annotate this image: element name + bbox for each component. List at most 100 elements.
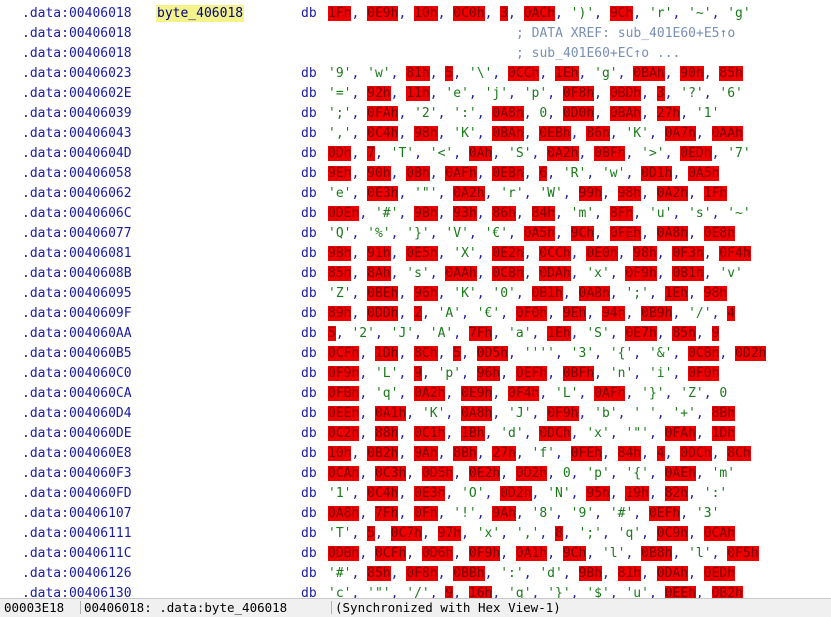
highlighted-byte[interactable]: 0CAh (703, 526, 736, 541)
highlighted-byte[interactable]: 0D5h (421, 466, 454, 481)
highlighted-byte[interactable]: 1Bh (461, 426, 485, 441)
byte-value[interactable]: 'X' (453, 246, 477, 261)
listing-line[interactable]: .data:004060C0 db 0F9h, 'L', 9, 'p', 96h, … (0, 364, 831, 384)
byte-value[interactable]: 'b' (594, 406, 618, 421)
highlighted-byte[interactable]: 0EDh (703, 566, 736, 581)
byte-value[interactable]: 'p' (586, 466, 610, 481)
byte-value[interactable]: '3' (695, 506, 720, 521)
highlighted-byte[interactable]: 0E9h (461, 386, 493, 401)
byte-value[interactable]: 'r' (648, 6, 673, 21)
byte-value[interactable]: '\' (468, 66, 493, 81)
highlighted-byte[interactable]: 0D1h (641, 166, 673, 181)
highlighted-byte[interactable]: 0E2h (468, 466, 501, 481)
highlighted-byte[interactable]: 92h (367, 86, 391, 101)
byte-value[interactable]: '%' (367, 226, 391, 241)
highlighted-byte[interactable]: 8Ah (367, 266, 391, 281)
byte-value[interactable]: '9' (328, 66, 352, 81)
highlighted-byte[interactable]: 0C9h (656, 526, 689, 541)
highlighted-byte[interactable]: 0A2h (414, 386, 446, 401)
highlighted-byte[interactable]: 2 (414, 306, 422, 321)
highlighted-byte[interactable]: 0F5h (727, 546, 759, 561)
highlighted-byte[interactable]: 86h (586, 126, 610, 141)
highlighted-byte[interactable]: 0F8h (406, 566, 438, 581)
byte-value[interactable]: '!' (453, 506, 477, 521)
highlighted-byte[interactable]: 0AEh (664, 466, 696, 481)
byte-value[interactable]: '0' (492, 286, 516, 301)
highlighted-byte[interactable]: 0C4h (367, 126, 399, 141)
highlighted-byte[interactable]: 1Fh (703, 186, 728, 201)
highlighted-byte[interactable]: 0DCh (539, 426, 571, 441)
highlighted-byte[interactable]: 0D2h (515, 466, 548, 481)
highlighted-byte[interactable]: 0AAh (445, 266, 477, 281)
highlighted-byte[interactable]: 1Fh (328, 6, 352, 21)
highlighted-byte[interactable]: 0A2h (547, 146, 579, 161)
byte-value[interactable]: 'T' (390, 146, 415, 161)
byte-value[interactable]: 'm' (711, 466, 736, 481)
highlighted-byte[interactable]: 5 (367, 526, 375, 541)
byte-value[interactable]: '~' (727, 206, 751, 221)
byte-value[interactable]: 'g' (508, 586, 532, 598)
byte-value[interactable]: '#' (374, 206, 399, 221)
listing-line[interactable]: .data:00406018 ; sub_401E60+EC↑o ... (0, 44, 831, 64)
highlighted-byte[interactable]: 0EFh (515, 366, 548, 381)
byte-value[interactable]: 'q' (617, 526, 642, 541)
byte-value[interactable]: 'K' (421, 406, 446, 421)
highlighted-byte[interactable]: 0A7h (664, 126, 696, 141)
highlighted-byte[interactable]: 9 (414, 366, 422, 381)
highlighted-byte[interactable]: 0DAh (656, 566, 689, 581)
listing-line[interactable]: .data:00406018 byte_406018 db 1Fh, 0E9h, 10… (0, 4, 831, 24)
byte-value[interactable]: '&' (648, 346, 673, 361)
highlighted-byte[interactable]: 0D0h (562, 106, 595, 121)
highlighted-byte[interactable]: 0E3h (367, 186, 399, 201)
highlighted-byte[interactable]: 82h (664, 486, 689, 501)
highlighted-byte[interactable]: 1Dh (711, 426, 736, 441)
highlighted-byte[interactable]: 0E0h (586, 246, 618, 261)
byte-value[interactable]: '9' (570, 506, 595, 521)
highlighted-byte[interactable]: 9Eh (328, 166, 352, 181)
listing-line[interactable]: .data:00406058 db 9Eh, 90h, 0Bh, 0AFh, 0EB… (0, 164, 831, 184)
highlighted-byte[interactable]: 0BFh (562, 366, 595, 381)
highlighted-byte[interactable]: 0AAh (711, 126, 743, 141)
highlighted-byte[interactable]: 0ACh (523, 6, 556, 21)
listing-line[interactable]: .data:00406023 db '9', 'w', 81h, 5, '\', 0… (0, 64, 831, 84)
highlighted-byte[interactable]: 90h (680, 66, 704, 81)
highlighted-byte[interactable]: 0CCh (508, 66, 540, 81)
highlighted-byte[interactable]: 0CBh (492, 266, 524, 281)
highlighted-byte[interactable]: 0A1h (515, 546, 548, 561)
byte-value[interactable]: 0 (719, 386, 728, 401)
highlighted-byte[interactable]: 27h (492, 446, 516, 461)
highlighted-byte[interactable]: 0Fh (414, 506, 438, 521)
highlighted-byte[interactable]: 19h (625, 486, 649, 501)
highlighted-byte[interactable]: 98h (703, 286, 728, 301)
highlighted-byte[interactable]: 0E5h (406, 246, 438, 261)
highlighted-byte[interactable]: 9Ah (414, 446, 438, 461)
byte-value[interactable]: ')' (570, 6, 595, 21)
byte-value[interactable]: 'q' (374, 386, 399, 401)
byte-value[interactable]: 'e' (445, 86, 469, 101)
highlighted-byte[interactable]: 94h (601, 306, 626, 321)
byte-value[interactable]: 'u' (625, 586, 649, 598)
byte-value[interactable]: 'K' (453, 286, 477, 301)
highlighted-byte[interactable]: 8Ch (414, 346, 438, 361)
highlighted-byte[interactable]: 0F4h (719, 246, 751, 261)
highlighted-byte[interactable]: 0A8h (328, 506, 360, 521)
listing-line[interactable]: .data:00406081 db 9Bh, 91h, 0E5h, 'X', 0E2… (0, 244, 831, 264)
byte-value[interactable]: '+' (672, 406, 696, 421)
byte-value[interactable]: '7' (727, 146, 751, 161)
highlighted-byte[interactable]: 0BAh (609, 106, 642, 121)
byte-value[interactable]: '2' (414, 106, 438, 121)
byte-value[interactable]: 'w' (367, 66, 391, 81)
listing-line[interactable]: .data:004060DE db 0C2h, 88h, 0C1h, 1Bh, 'd… (0, 424, 831, 444)
highlighted-byte[interactable]: 0FAh (664, 426, 696, 441)
highlighted-byte[interactable]: 85h (719, 66, 743, 81)
highlighted-byte[interactable]: 0A8h (492, 106, 524, 121)
byte-value[interactable]: '#' (609, 506, 634, 521)
highlighted-byte[interactable]: 0A2h (453, 186, 485, 201)
highlighted-byte[interactable]: 9Ah (492, 506, 516, 521)
byte-value[interactable]: '8' (531, 506, 556, 521)
highlighted-byte[interactable]: 9 (445, 586, 454, 598)
byte-value[interactable]: 'J' (508, 406, 532, 421)
byte-value[interactable]: 'L' (555, 386, 579, 401)
byte-value[interactable]: ';' (625, 286, 649, 301)
byte-value[interactable]: 'p' (437, 366, 462, 381)
